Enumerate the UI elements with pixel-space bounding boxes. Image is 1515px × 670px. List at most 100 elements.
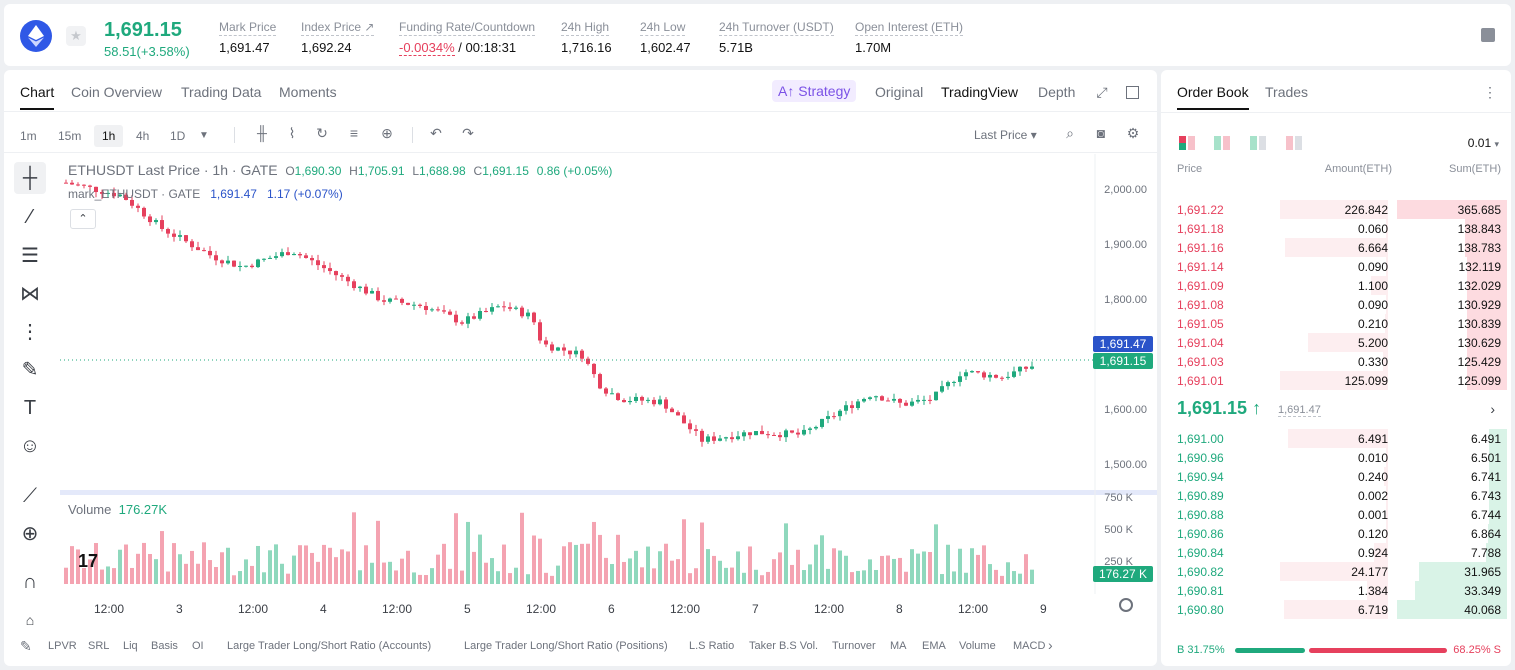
reset-chart-icon[interactable] — [1119, 598, 1133, 612]
book-both-icon[interactable] — [1179, 136, 1195, 150]
timeframe-1d[interactable]: 1D — [170, 129, 186, 143]
indicator-5[interactable]: Large Trader Long/Short Ratio (Accounts) — [227, 640, 432, 652]
bid-row[interactable]: 1,690.81 1.384 33.349 — [1161, 581, 1511, 600]
undo-icon[interactable]: ↶ — [430, 125, 442, 141]
bid-row[interactable]: 1,690.88 0.001 6.744 — [1161, 505, 1511, 524]
timeframe-1m[interactable]: 1m — [20, 129, 37, 143]
zoom-in-icon[interactable]: ⊕ — [21, 523, 39, 545]
strategy-button[interactable]: A↑ Strategy — [772, 80, 857, 102]
view-tradingview[interactable]: TradingView — [941, 84, 1019, 100]
bid-row[interactable]: 1,690.96 0.010 6.501 — [1161, 448, 1511, 467]
view-depth[interactable]: Depth — [1038, 84, 1076, 100]
ask-row[interactable]: 1,691.03 0.330 125.429 — [1161, 352, 1511, 371]
bid-row[interactable]: 1,690.82 24.177 31.965 — [1161, 562, 1511, 581]
edit-icon[interactable]: ✎ — [20, 638, 32, 654]
ask-row[interactable]: 1,691.18 0.060 138.843 — [1161, 219, 1511, 238]
refresh-icon[interactable]: ↻ — [316, 125, 328, 141]
book-alt-icon[interactable] — [1286, 136, 1302, 150]
view-original[interactable]: Original — [875, 84, 924, 100]
indicator-10[interactable]: MA — [890, 640, 907, 652]
book-asks-icon[interactable] — [1250, 136, 1266, 150]
candle-type-icon[interactable]: ╫ — [257, 125, 267, 141]
ask-row[interactable]: 1,691.08 0.090 130.929 — [1161, 295, 1511, 314]
tab-coin-overview[interactable]: Coin Overview — [71, 84, 163, 100]
indicator-1[interactable]: SRL — [88, 640, 110, 652]
brush-icon[interactable]: ✎ — [21, 359, 39, 381]
ask-row[interactable]: 1,691.04 5.200 130.629 — [1161, 333, 1511, 352]
pattern-icon[interactable]: ⋈ — [20, 283, 40, 305]
ruler-icon[interactable]: ⟋ — [23, 485, 37, 507]
volume-bar — [988, 564, 992, 584]
indicator-9[interactable]: Turnover — [832, 640, 876, 652]
timeframe-4h[interactable]: 4h — [136, 129, 150, 143]
indicator-4[interactable]: OI — [192, 640, 204, 652]
tab-chart[interactable]: Chart — [20, 84, 55, 110]
lock-icon[interactable]: ⌂ — [25, 612, 35, 628]
tab-order-book[interactable]: Order Book — [1177, 84, 1249, 110]
list-icon[interactable]: ≡ — [349, 125, 359, 141]
ask-row[interactable]: 1,691.05 0.210 130.839 — [1161, 314, 1511, 333]
chevron-right-icon[interactable]: › — [1490, 401, 1495, 417]
trendline-icon[interactable]: ⁄ — [28, 206, 32, 228]
candle-body — [388, 298, 392, 302]
guide-book-icon[interactable] — [1481, 28, 1495, 42]
tick-size-select[interactable]: 0.01 ▾ — [1467, 136, 1499, 150]
pane-separator[interactable] — [60, 490, 1157, 495]
bid-row[interactable]: 1,690.84 0.924 7.788 — [1161, 543, 1511, 562]
bid-row[interactable]: 1,691.00 6.491 6.491 — [1161, 429, 1511, 448]
indicator-12[interactable]: Volume — [959, 640, 996, 652]
indicator-8[interactable]: Taker B.S Vol. — [749, 640, 819, 652]
window-icon[interactable] — [1126, 86, 1139, 99]
favorite-star-icon[interactable]: ★ — [66, 26, 86, 46]
indicator-6[interactable]: Large Trader Long/Short Ratio (Positions… — [464, 640, 668, 652]
horizontal-lines-icon[interactable]: ☰ — [21, 245, 39, 267]
emoji-icon[interactable]: ☺ — [19, 435, 41, 457]
ask-row[interactable]: 1,691.22 226.842 365.685 — [1161, 200, 1511, 219]
crosshair-icon[interactable]: ┼ — [14, 162, 46, 194]
bid-row[interactable]: 1,690.86 0.120 6.864 — [1161, 524, 1511, 543]
chevron-right-icon[interactable]: › — [1048, 637, 1053, 653]
candle-body — [208, 250, 212, 256]
ob-amount: 0.120 — [1357, 527, 1388, 541]
ask-row[interactable]: 1,691.16 6.664 138.783 — [1161, 238, 1511, 257]
tab-trades[interactable]: Trades — [1265, 84, 1309, 100]
price-type-select[interactable]: Last Price ▾ — [974, 128, 1037, 142]
chart-canvas[interactable]: ETHUSDT Last Price · 1h · GATE O1,690.30… — [60, 154, 1157, 624]
indicator-3[interactable]: Basis — [151, 640, 178, 652]
indicator-13[interactable]: MACD — [1013, 640, 1046, 652]
redo-icon[interactable]: ↷ — [462, 125, 474, 141]
candle-body — [934, 391, 938, 401]
tab-trading-data[interactable]: Trading Data — [181, 84, 262, 100]
bid-row[interactable]: 1,690.89 0.002 6.743 — [1161, 486, 1511, 505]
more-options-icon[interactable]: ⋮ — [1483, 84, 1497, 100]
bid-row[interactable]: 1,690.80 6.719 40.068 — [1161, 600, 1511, 619]
ask-row[interactable]: 1,691.14 0.090 132.119 — [1161, 257, 1511, 276]
add-indicator-icon[interactable]: ⊕ — [381, 125, 393, 141]
fib-icon[interactable]: ⋮ — [20, 321, 40, 343]
indicators-icon[interactable]: ⌇ — [288, 125, 296, 141]
settings-gear-icon[interactable]: ⚙ — [1126, 125, 1140, 141]
indicator-7[interactable]: L.S Ratio — [689, 640, 735, 652]
amount-depth-bar — [1386, 486, 1388, 505]
indicator-2[interactable]: Liq — [123, 640, 138, 652]
candle-body — [310, 257, 314, 261]
collapse-legend-button[interactable]: ⌃ — [70, 209, 96, 229]
bid-row[interactable]: 1,690.94 0.240 6.741 — [1161, 467, 1511, 486]
search-icon[interactable]: ⌕ — [1066, 125, 1074, 141]
timeframe-1h[interactable]: 1h — [94, 125, 124, 147]
price-chart-svg[interactable] — [60, 154, 1157, 624]
stat-index-price[interactable]: Index Price ↗ 1,692.24 — [301, 20, 375, 55]
indicator-11[interactable]: EMA — [922, 640, 946, 652]
fullscreen-icon[interactable]: ⤢ — [1096, 84, 1108, 100]
chevron-down-icon[interactable]: ▼ — [199, 130, 209, 141]
indicator-0[interactable]: LPVR — [48, 640, 77, 652]
book-bids-icon[interactable] — [1214, 136, 1230, 150]
camera-icon[interactable]: ◙ — [1096, 125, 1106, 141]
magnet-icon[interactable]: ∩ — [22, 571, 38, 593]
ask-row[interactable]: 1,691.09 1.100 132.029 — [1161, 276, 1511, 295]
text-icon[interactable]: T — [23, 397, 37, 419]
volume-bar — [946, 544, 950, 584]
tab-moments[interactable]: Moments — [279, 84, 337, 100]
ask-row[interactable]: 1,691.01 125.099 125.099 — [1161, 371, 1511, 390]
timeframe-15m[interactable]: 15m — [58, 129, 82, 143]
